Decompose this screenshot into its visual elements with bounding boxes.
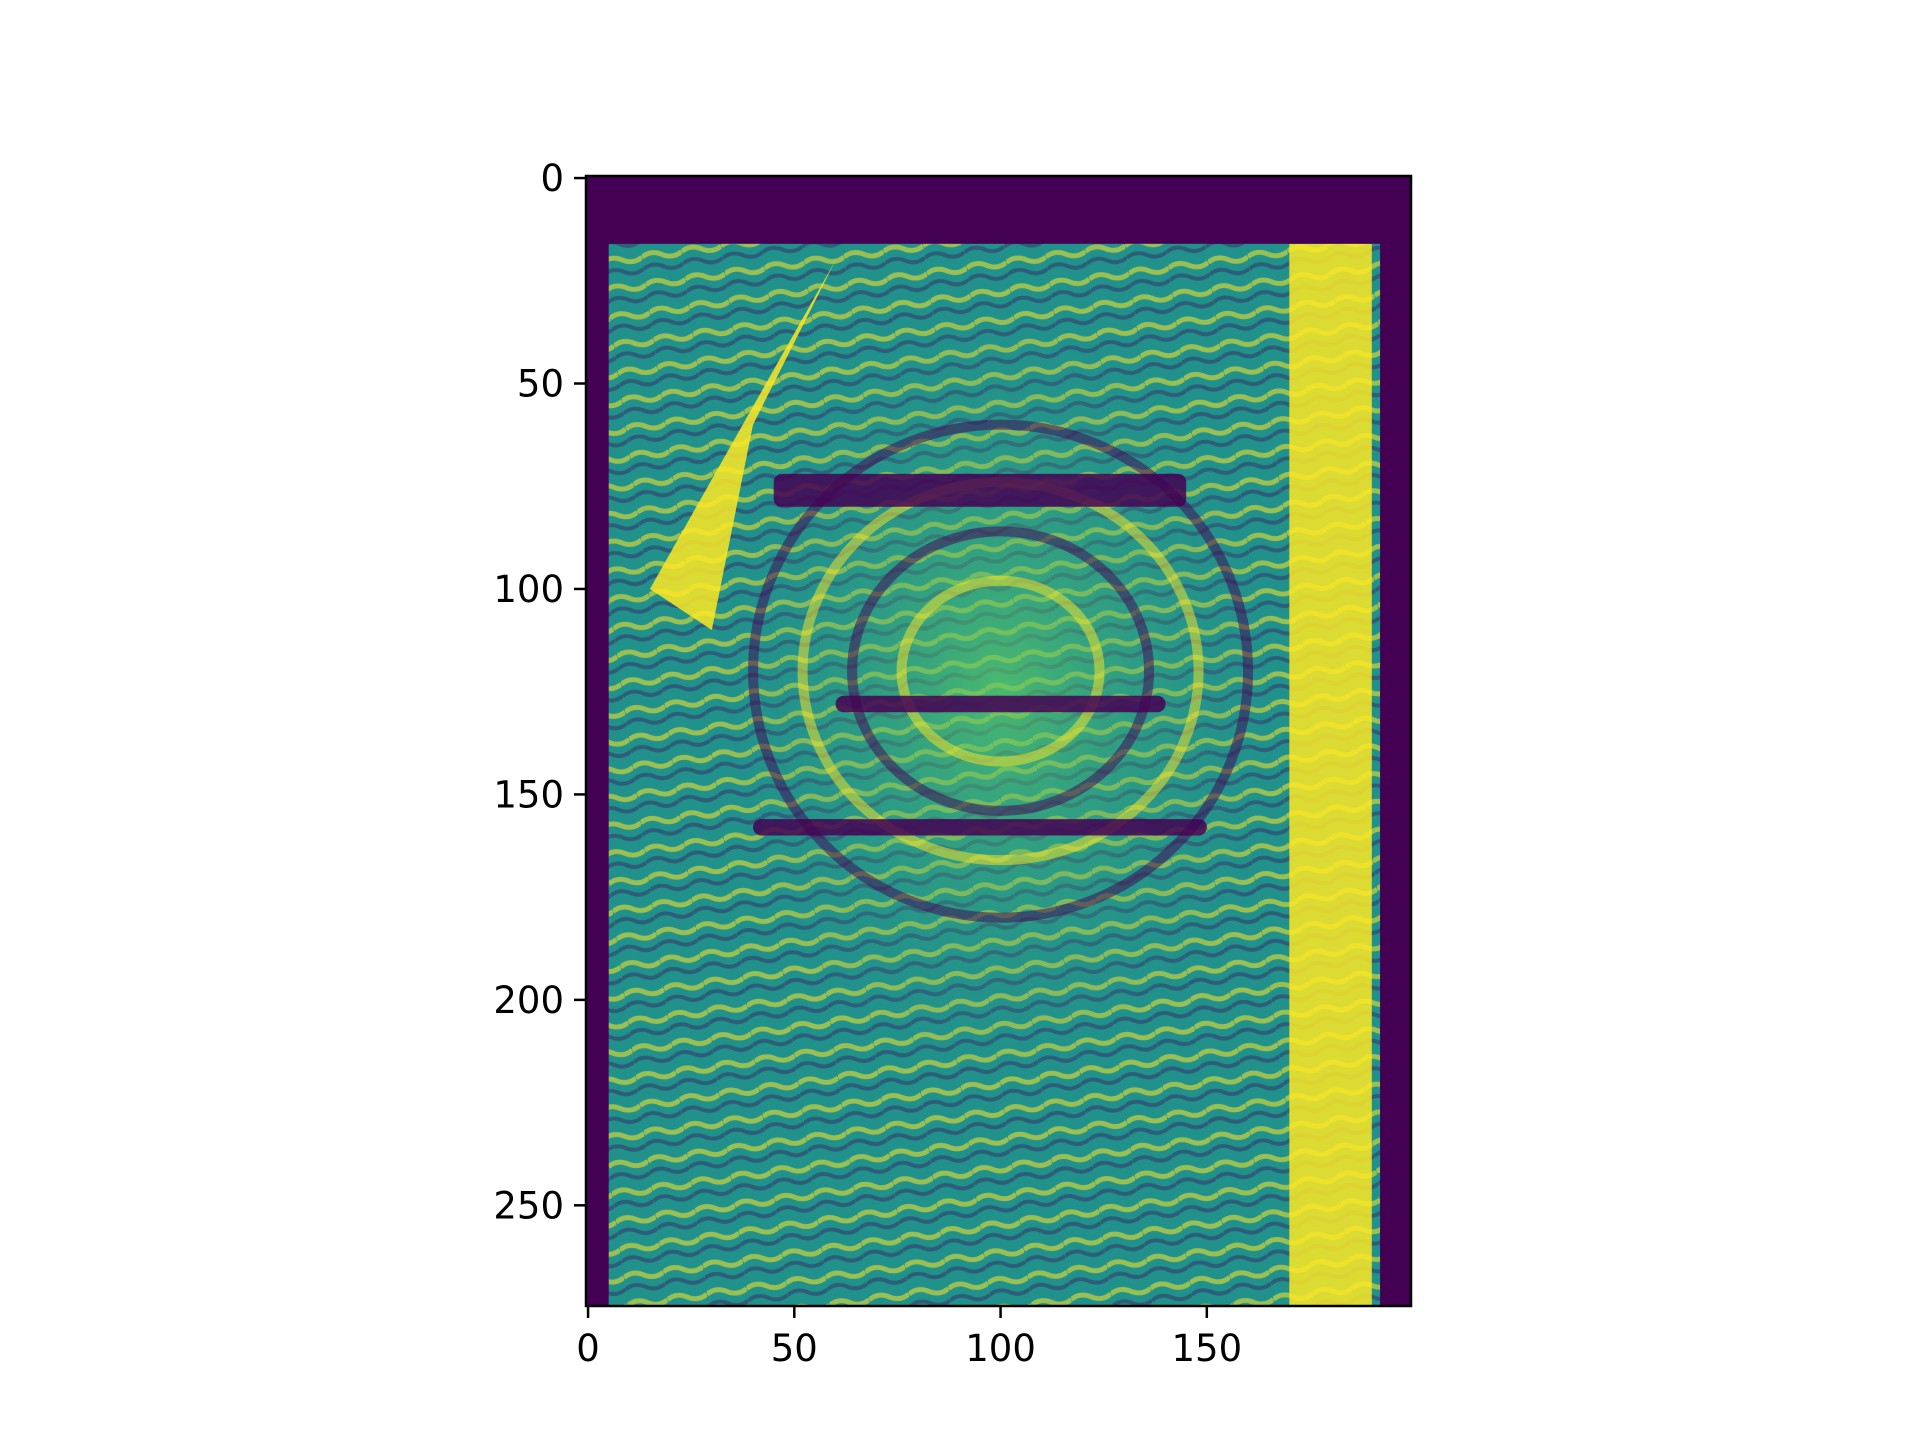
- dark-border-left: [586, 176, 609, 1306]
- dark-crease-3: [773, 473, 1187, 507]
- dark-border-right: [1380, 176, 1411, 1306]
- y-axis: 0 50 100 150 200 250: [493, 157, 586, 1227]
- bright-patch-upper-left: [649, 260, 836, 631]
- y-tick-label: 0: [540, 157, 564, 200]
- bright-band-right: [1289, 243, 1372, 1306]
- dark-band-top: [586, 176, 1411, 244]
- x-tick-label: 150: [1172, 1327, 1243, 1370]
- x-tick-label: 0: [576, 1327, 600, 1370]
- whorl-ridge: [847, 526, 1155, 816]
- y-tick-label: 250: [493, 1184, 564, 1227]
- whorl-center: [711, 301, 1290, 1083]
- whorl-ridge: [896, 575, 1105, 767]
- y-tick-label: 150: [493, 773, 564, 816]
- x-tick-label: 50: [771, 1327, 818, 1370]
- y-tick-label: 50: [517, 363, 564, 406]
- whorl-ridge: [748, 419, 1254, 923]
- x-tick-label: 100: [965, 1327, 1036, 1370]
- dark-crease-2: [835, 695, 1166, 713]
- y-tick-label: 200: [493, 979, 564, 1022]
- heatmap-image: [586, 176, 1411, 1306]
- x-axis: 0 50 100 150: [576, 1306, 1242, 1370]
- dark-crease-1: [753, 819, 1207, 836]
- y-tick-label: 100: [493, 568, 564, 611]
- plot-frame: [584, 174, 1413, 1308]
